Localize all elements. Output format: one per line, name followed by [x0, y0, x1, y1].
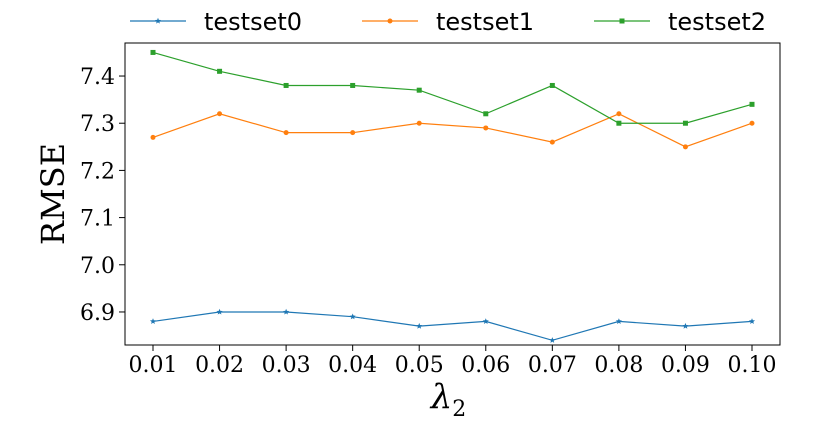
data-point [217, 68, 223, 74]
legend-label: testset1 [436, 8, 534, 36]
data-point [616, 111, 622, 117]
y-tick-label: 7.0 [80, 254, 115, 279]
data-point [682, 120, 688, 126]
data-point [682, 144, 688, 150]
legend: testset0 testset1 testset2 [130, 8, 766, 36]
x-axis-title-symbol: λ [429, 377, 453, 417]
data-point [483, 125, 489, 131]
y-axis-title: RMSE [34, 143, 72, 245]
series-testset0 [149, 308, 756, 343]
y-tick-label: 7.3 [80, 112, 115, 137]
y-tick-label: 7.2 [80, 159, 115, 184]
data-point [150, 49, 156, 55]
data-point [416, 120, 422, 126]
data-point [150, 134, 156, 140]
x-tick-label: 0.10 [728, 353, 777, 378]
x-tick-label: 0.08 [594, 353, 643, 378]
data-point [283, 130, 289, 136]
y-tick-label: 7.4 [80, 65, 115, 90]
legend-label: testset2 [668, 8, 766, 36]
data-point [416, 87, 422, 93]
y-axis: 6.9 7.0 7.1 7.2 7.3 7.4 [80, 65, 125, 326]
legend-item-testset1: testset1 [362, 8, 534, 36]
x-axis-title-subscript: 2 [452, 397, 466, 422]
x-tick-label: 0.01 [129, 353, 178, 378]
data-point [682, 322, 689, 329]
series-line [152, 113, 753, 148]
data-point [149, 318, 157, 324]
data-point [549, 139, 555, 145]
series-testset1 [150, 111, 755, 150]
x-axis-title: λ2 [429, 377, 467, 422]
x-axis: 0.01 0.02 0.03 0.04 0.05 0.06 0.07 0.08 0.09 0.10 [129, 345, 777, 378]
data-point [350, 82, 356, 88]
y-tick-label: 7.1 [80, 207, 115, 232]
data-point [549, 82, 555, 88]
data-point [749, 120, 755, 126]
data-point [216, 308, 223, 315]
data-point [616, 120, 622, 126]
series-line [152, 51, 753, 124]
series-line [152, 311, 753, 341]
legend-item-testset0: testset0 [130, 8, 302, 36]
data-point [482, 318, 489, 324]
x-tick-label: 0.09 [661, 353, 710, 378]
data-point [416, 322, 423, 329]
y-tick-label: 6.9 [80, 301, 115, 326]
data-point [483, 111, 489, 117]
legend-label: testset0 [204, 8, 302, 36]
series-testset2 [150, 49, 755, 126]
data-point [549, 337, 556, 343]
series-layer [149, 49, 756, 343]
data-point [283, 308, 290, 315]
data-point [350, 130, 356, 136]
plot-area-frame [124, 42, 781, 346]
x-tick-label: 0.06 [461, 353, 510, 378]
x-tick-label: 0.02 [195, 353, 244, 378]
legend-item-testset2: testset2 [594, 8, 766, 36]
x-tick-label: 0.03 [262, 353, 311, 378]
data-point [217, 111, 223, 117]
data-point [748, 318, 756, 324]
data-point [615, 318, 622, 324]
data-point [283, 82, 289, 88]
data-point [387, 18, 393, 24]
x-tick-label: 0.05 [395, 353, 444, 378]
x-tick-label: 0.04 [328, 353, 377, 378]
data-point [749, 101, 755, 107]
data-point [619, 18, 625, 24]
data-point [154, 17, 162, 24]
data-point [349, 313, 356, 320]
x-tick-label: 0.07 [528, 353, 577, 378]
